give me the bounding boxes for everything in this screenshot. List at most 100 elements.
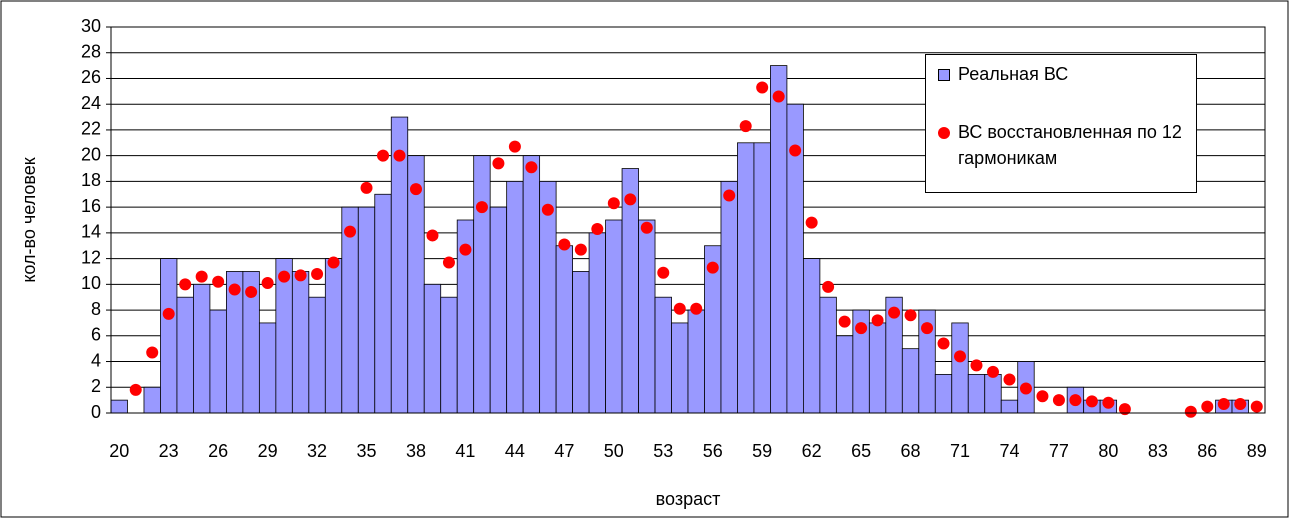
legend-label: ВС восстановленная по 12 гармоникам bbox=[958, 122, 1182, 168]
x-tick-label: 20 bbox=[109, 441, 129, 461]
bar bbox=[489, 206, 508, 414]
x-tick-label: 83 bbox=[1148, 441, 1168, 461]
dot bbox=[888, 306, 901, 319]
dot bbox=[1184, 405, 1197, 418]
dot bbox=[1250, 400, 1263, 413]
dot bbox=[822, 280, 835, 293]
dot bbox=[261, 277, 274, 290]
dot bbox=[294, 269, 307, 282]
dot bbox=[805, 216, 818, 229]
bar bbox=[638, 219, 656, 414]
bar bbox=[934, 373, 953, 414]
x-tick-label: 32 bbox=[307, 441, 327, 461]
dot bbox=[1102, 396, 1115, 409]
x-axis-title: возраст bbox=[656, 489, 721, 509]
dot bbox=[1085, 395, 1098, 408]
x-tick-label: 68 bbox=[901, 441, 921, 461]
dot bbox=[1003, 373, 1016, 386]
dot bbox=[657, 266, 670, 279]
dot bbox=[970, 359, 983, 372]
y-tick-label: 22 bbox=[81, 119, 101, 139]
dot bbox=[442, 256, 455, 269]
dot bbox=[739, 120, 752, 133]
bar bbox=[176, 296, 194, 414]
dot bbox=[1118, 403, 1131, 416]
legend-entry: ВС восстановленная по 12 гармоникам bbox=[938, 122, 1188, 171]
dot bbox=[327, 256, 340, 269]
dot bbox=[921, 322, 934, 335]
legend-entry: Реальная ВС bbox=[938, 64, 1188, 87]
dot bbox=[558, 238, 571, 251]
dot bbox=[1217, 397, 1230, 410]
y-tick-label: 30 bbox=[81, 16, 101, 36]
dot bbox=[1019, 382, 1032, 395]
dot bbox=[459, 243, 472, 256]
dot bbox=[1234, 397, 1247, 410]
bar bbox=[835, 335, 854, 414]
dot bbox=[377, 149, 390, 162]
bar bbox=[803, 258, 821, 414]
bar bbox=[143, 386, 161, 414]
y-tick-label: 12 bbox=[81, 247, 101, 267]
y-tick-label: 8 bbox=[91, 299, 101, 319]
x-tick-label: 56 bbox=[703, 441, 723, 461]
dot bbox=[954, 350, 967, 363]
dot bbox=[492, 157, 505, 170]
x-tick-label: 50 bbox=[604, 441, 624, 461]
bar bbox=[209, 309, 227, 414]
bar bbox=[423, 283, 442, 414]
x-tick-label: 77 bbox=[1049, 441, 1069, 461]
bar bbox=[324, 258, 343, 414]
dot bbox=[838, 315, 851, 328]
dot bbox=[706, 261, 719, 274]
dot bbox=[1201, 400, 1214, 413]
dot bbox=[871, 314, 884, 327]
dot bbox=[624, 193, 637, 206]
x-tick-label: 35 bbox=[357, 441, 377, 461]
x-tick-label: 38 bbox=[406, 441, 426, 461]
y-tick-label: 10 bbox=[81, 273, 101, 293]
bar bbox=[720, 180, 738, 414]
dot bbox=[1036, 390, 1049, 403]
dot bbox=[508, 140, 521, 153]
x-tick-label: 65 bbox=[851, 441, 871, 461]
dot bbox=[772, 90, 785, 103]
dot bbox=[179, 278, 192, 291]
bar bbox=[506, 180, 524, 414]
dot bbox=[904, 309, 917, 322]
dot bbox=[607, 197, 620, 210]
dot bbox=[1069, 394, 1082, 407]
bar bbox=[473, 155, 491, 414]
x-tick-label: 59 bbox=[752, 441, 772, 461]
dot bbox=[541, 203, 554, 216]
bar bbox=[951, 322, 969, 414]
bar bbox=[868, 322, 887, 414]
x-tick-label: 53 bbox=[653, 441, 673, 461]
bar bbox=[984, 373, 1002, 414]
bar bbox=[440, 296, 458, 414]
dot bbox=[245, 286, 258, 299]
x-tick-label: 23 bbox=[159, 441, 179, 461]
legend: Реальная ВС ВС восстановленная по 12 гарм… bbox=[925, 54, 1197, 193]
y-tick-label: 24 bbox=[81, 93, 101, 113]
x-tick-label: 80 bbox=[1098, 441, 1118, 461]
dot bbox=[146, 346, 159, 359]
dot bbox=[228, 283, 241, 296]
bar bbox=[1000, 399, 1019, 414]
bar bbox=[522, 155, 541, 414]
y-tick-label: 18 bbox=[81, 170, 101, 190]
y-tick-label: 28 bbox=[81, 41, 101, 61]
y-tick-label: 26 bbox=[81, 67, 101, 87]
x-tick-label: 89 bbox=[1247, 441, 1267, 461]
bar bbox=[341, 206, 359, 414]
dot bbox=[409, 183, 422, 196]
dot bbox=[937, 337, 950, 350]
legend-label: Реальная ВС bbox=[958, 64, 1069, 84]
bar bbox=[605, 219, 623, 414]
bar bbox=[539, 180, 557, 414]
bar bbox=[555, 245, 573, 414]
x-tick-label: 62 bbox=[802, 441, 822, 461]
bar bbox=[687, 309, 705, 414]
y-tick-label: 20 bbox=[81, 144, 101, 164]
